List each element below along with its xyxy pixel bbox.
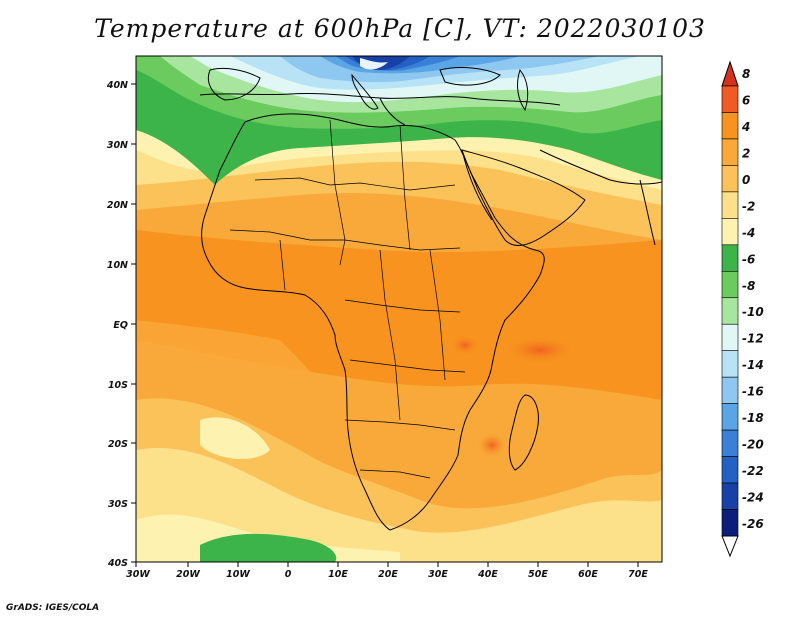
lat-label: 40S: [107, 558, 128, 569]
colorbar-label: -18: [742, 411, 764, 425]
colorbar-label: -12: [742, 332, 764, 346]
colorbar-cell: [721, 429, 739, 457]
colorbar-arrow-top: [721, 60, 739, 87]
colorbar-label: -2: [742, 199, 755, 213]
colorbar-arrow-bottom: [721, 535, 739, 558]
colorbar-label: -8: [742, 279, 755, 293]
lon-label: 30E: [428, 569, 448, 580]
temperature-field: [136, 56, 662, 562]
lat-label: 30N: [107, 140, 128, 151]
colorbar-cell: [721, 456, 739, 484]
colorbar-label: 0: [742, 173, 750, 187]
band-2-4-west: [136, 320, 330, 400]
lon-label: 50E: [528, 569, 548, 580]
latitude-labels: 40N 30N 20N 10N EQ 10S 20S 30S 40S: [106, 80, 128, 569]
colorbar-label: -20: [742, 438, 764, 452]
colorbar-label: 4: [741, 120, 750, 134]
hotspot-east-africa: [505, 336, 575, 364]
band-minus6-south: [200, 533, 337, 562]
lat-label: 40N: [106, 80, 128, 91]
colorbar-cell: [721, 138, 739, 166]
colorbar-cell: [721, 218, 739, 246]
colorbar-cell: [721, 165, 739, 193]
colorbar-cell: [721, 509, 739, 537]
credit-label: GrADS: IGES/COLA: [6, 603, 100, 613]
lat-label: 20S: [108, 439, 128, 450]
lat-label: 10N: [107, 260, 128, 271]
lon-label: 30W: [126, 569, 150, 580]
colorbar-label: -22: [742, 464, 764, 478]
colorbar-labels: 8 6 4 2 0 -2 -4 -6 -8 -10 -12 -14 -16 -18 -20 -22 -24 -26: [741, 67, 764, 531]
lon-label: 60E: [578, 569, 598, 580]
colorbar-cell: [721, 112, 739, 140]
longitude-labels: 30W 20W 10W 0 10E 20E 30E 40E 50E 60E 70…: [126, 569, 648, 580]
colorbar-label: -10: [742, 305, 764, 319]
colorbar-label: 6: [742, 93, 750, 107]
lon-label: 70E: [628, 569, 648, 580]
lat-label: 10S: [108, 380, 128, 391]
colorbar-cell: [721, 403, 739, 431]
lon-label: 20W: [176, 569, 200, 580]
coastlines: [199, 67, 662, 531]
colorbar-label: -26: [742, 517, 764, 531]
lon-label: 40E: [477, 569, 498, 580]
colorbar-cells: [721, 85, 739, 537]
colorbar-label: 8: [742, 67, 750, 81]
axis-ticks: [131, 83, 639, 567]
hotspot-mozambique-channel: [478, 433, 506, 457]
patch-light-sw: [200, 417, 270, 460]
country-borders: [229, 119, 466, 479]
colorbar-cell: [721, 323, 739, 352]
colorbar-cell: [721, 297, 739, 325]
colorbar-label: 2: [742, 146, 750, 160]
lon-label: 0: [285, 569, 292, 580]
lon-label: 10E: [328, 569, 348, 580]
colorbar-label: -4: [742, 226, 755, 240]
lon-label: 20E: [378, 569, 398, 580]
patch-white-alps: [360, 58, 388, 70]
lat-label: EQ: [113, 320, 128, 331]
colorbar-cell: [721, 350, 739, 378]
lat-label: 30S: [108, 499, 128, 510]
colorbar-label: -14: [742, 358, 764, 372]
hotspot-lake-region: [451, 335, 479, 355]
colorbar-label: -6: [742, 252, 755, 266]
lat-label: 20N: [107, 200, 128, 211]
band-minus2-0-south: [136, 448, 662, 562]
colorbar-cell: [721, 85, 739, 113]
colorbar-cell: [721, 482, 739, 510]
lon-label: 10W: [226, 569, 250, 580]
colorbar-cell: [721, 191, 739, 219]
colorbar-cell: [721, 244, 739, 272]
chart-title: Temperature at 600hPa [C], VT: 202203010…: [94, 14, 706, 43]
colorbar-cell: [721, 376, 739, 404]
colorbar: 8 6 4 2 0 -2 -4 -6 -8 -10 -12 -14 -16 -18 -20 -22 -24 -26: [721, 60, 764, 558]
colorbar-label: -16: [742, 385, 764, 399]
map-frame: [135, 55, 663, 563]
colorbar-label: -24: [742, 491, 764, 505]
colorbar-cell: [721, 270, 739, 299]
